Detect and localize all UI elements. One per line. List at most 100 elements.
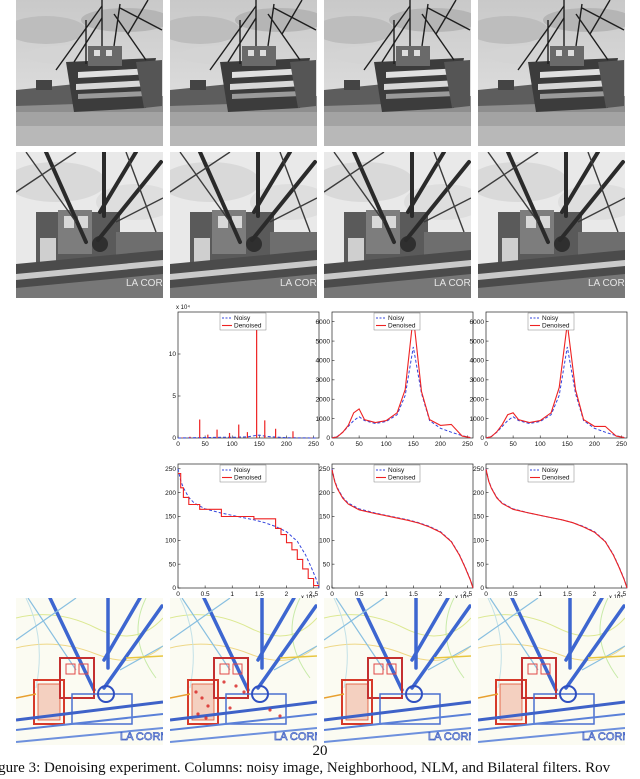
x-tick-label: 1.5 [255, 591, 264, 598]
series-line-denoised [178, 472, 319, 587]
y-tick-label: 1000 [470, 416, 485, 423]
legend-noisy-label: Noisy [234, 467, 251, 474]
histogram-bilateral: 0 50 100 150 200 250 0 1000 2000 3000 4000 5000 6000… [468, 300, 633, 450]
legend-denoised-label: Denoised [234, 475, 262, 482]
x-tick-label: 1.5 [563, 591, 572, 598]
series-line-denoised [485, 323, 625, 439]
legend-noisy-label: Noisy [542, 467, 559, 474]
legend-denoised-label: Denoised [388, 475, 416, 482]
legend-denoised-label: Denoised [234, 323, 262, 330]
ship-crop-noisy [16, 152, 163, 298]
figure-caption: igure 3: Denoising experiment. Columns: … [0, 760, 611, 776]
x-tick-label: 150 [408, 441, 419, 448]
y-tick-label: 200 [319, 490, 330, 497]
y-tick-label: 0 [326, 585, 330, 592]
plot-frame [331, 463, 474, 589]
plot-frame [485, 463, 628, 589]
y-tick-label: 0 [480, 585, 484, 592]
x-tick-label: 2 [593, 591, 597, 598]
y-tick-label: 50 [169, 561, 177, 568]
x-tick-label: 0 [176, 441, 180, 448]
series-line-noisy [177, 434, 317, 439]
x-tick-label: 200 [281, 441, 292, 448]
y-tick-label: 2000 [316, 396, 331, 403]
x-tick-label: 2 [439, 591, 443, 598]
y-tick-label: 6000 [470, 319, 485, 326]
x-tick-label: 1 [538, 591, 542, 598]
x-tick-label: 0 [330, 591, 334, 598]
x-tick-label: 0.5 [355, 591, 364, 598]
x-tick-label: 50 [355, 441, 363, 448]
y-tick-label: 250 [473, 466, 484, 473]
x-tick-label: 2.5 [463, 591, 472, 598]
x-tick-label: 100 [381, 441, 392, 448]
legend-noisy-label: Noisy [388, 467, 405, 474]
y-tick-label: 50 [477, 561, 485, 568]
plot-frame [177, 311, 320, 439]
x-tick-label: 150 [562, 441, 573, 448]
y-tick-label: 5 [172, 393, 176, 400]
y-tick-label: 100 [319, 538, 330, 545]
x-tick-label: 1 [230, 591, 234, 598]
edge-map-nlm [324, 598, 471, 745]
ship-crop-neighborhood [170, 152, 317, 298]
ship-image-noisy [16, 0, 163, 146]
y-tick-label: 150 [165, 514, 176, 521]
series-line-denoised [485, 469, 628, 589]
y-tick-label: 50 [323, 561, 331, 568]
ship-image-bilateral [478, 0, 625, 146]
y-tick-label: 100 [473, 538, 484, 545]
y-tick-label: 250 [165, 466, 176, 473]
x-tick-label: 100 [227, 441, 238, 448]
x-tick-label: 0 [330, 441, 334, 448]
y-tick-label: 6000 [316, 319, 331, 326]
legend-denoised-label: Denoised [542, 323, 570, 330]
y-tick-label: 0 [480, 435, 484, 442]
y-tick-label: 200 [165, 490, 176, 497]
ship-image-nlm [324, 0, 471, 146]
x-tick-label: 150 [254, 441, 265, 448]
plot-frame [485, 311, 628, 439]
x-exponent-label: x 10⁴ [455, 594, 469, 600]
x-tick-label: 200 [435, 441, 446, 448]
histogram-neighborhood: 0 50 100 150 200 250 0 5 10 x 10⁴ Noisy Denoised [160, 300, 325, 450]
y-tick-label: 0 [326, 435, 330, 442]
sorted-histogram-bilateral: 0 0.5 1 1.5 2 2.5 0 50 100 150 200 250 x 10⁴ Noisy Den… [468, 452, 633, 600]
x-tick-label: 50 [509, 441, 517, 448]
x-tick-label: 50 [201, 441, 209, 448]
x-tick-label: 250 [308, 441, 319, 448]
series-line-noisy [177, 468, 320, 589]
series-line-denoised [331, 315, 471, 439]
edge-map-neighborhood [170, 598, 317, 745]
series-line-noisy [331, 346, 471, 439]
ship-image-neighborhood [170, 0, 317, 146]
series-line-denoised [331, 469, 474, 589]
y-tick-label: 0 [172, 585, 176, 592]
x-tick-label: 250 [462, 441, 473, 448]
x-tick-label: 1 [384, 591, 388, 598]
edge-map-bilateral [478, 598, 625, 745]
y-tick-label: 100 [165, 538, 176, 545]
x-tick-label: 0 [484, 591, 488, 598]
y-exponent-label: x 10⁴ [176, 304, 190, 311]
legend-noisy-label: Noisy [542, 315, 559, 322]
x-tick-label: 0.5 [201, 591, 210, 598]
y-tick-label: 200 [473, 490, 484, 497]
legend-denoised-label: Denoised [542, 475, 570, 482]
plot-frame [331, 311, 474, 439]
y-tick-label: 2000 [470, 396, 485, 403]
y-tick-label: 1000 [316, 416, 331, 423]
edge-map-noisy [16, 598, 163, 745]
y-tick-label: 3000 [316, 377, 331, 384]
y-tick-label: 4000 [470, 358, 485, 365]
plot-frame [177, 463, 320, 589]
legend-noisy-label: Noisy [234, 315, 251, 322]
y-tick-label: 0 [172, 435, 176, 442]
x-tick-label: 250 [616, 441, 627, 448]
y-tick-label: 150 [319, 514, 330, 521]
